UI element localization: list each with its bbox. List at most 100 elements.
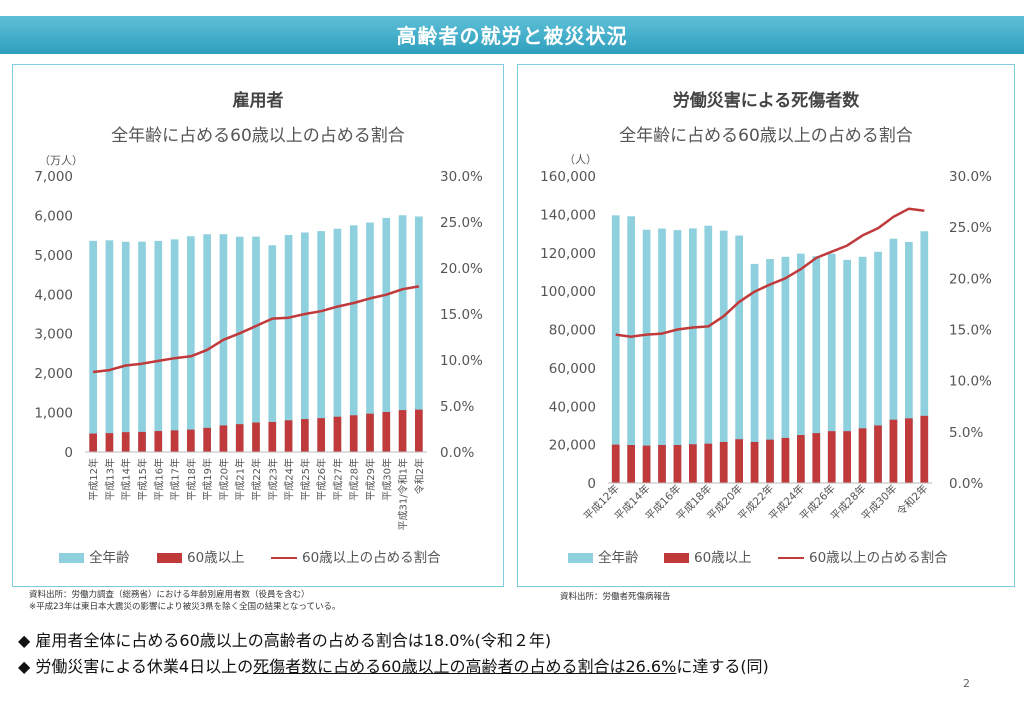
bar-total (366, 222, 374, 452)
y-left-tick-label: 160,000 (540, 169, 596, 185)
y-right-tick-label: 0.0% (949, 476, 983, 492)
bar-over60 (219, 425, 228, 452)
y-left-tick-label: 5,000 (34, 248, 73, 264)
y-left-tick-label: 140,000 (540, 207, 596, 223)
bullet-employees: ◆ 雇用者全体に占める60歳以上の高齢者の占める割合は18.0%(令和２年) (18, 628, 769, 654)
bar-over60 (766, 439, 774, 483)
legend-label-total: 全年齢 (89, 550, 130, 566)
bar-total (689, 228, 697, 483)
legend-item-over60: 60歳以上 (664, 546, 752, 566)
y-right-tick-label: 25.0% (949, 220, 992, 236)
bar-total (858, 256, 867, 483)
y-right-tick-label: 20.0% (949, 271, 992, 287)
bar-total (105, 240, 114, 452)
bar-over60 (89, 433, 97, 452)
bullet-emphasis: 死傷者数に占める60歳以上の高齢者の占める割合は26.6% (253, 657, 677, 676)
x-tick-label: 平成24年 (283, 458, 296, 501)
bar-over60 (889, 419, 898, 483)
bullet-text: に達する(同) (676, 657, 769, 676)
x-tick-label: 平成21年 (234, 458, 247, 501)
bar-over60 (284, 420, 293, 452)
bar-over60 (627, 445, 635, 483)
y-right-tick-label: 10.0% (440, 353, 483, 369)
bar-over60 (154, 431, 163, 452)
bar-total (704, 225, 713, 483)
y-right-tick-label: 5.0% (949, 425, 983, 441)
bar-over60 (252, 422, 260, 452)
legend-item-ratio: 60歳以上の占める割合 (778, 546, 948, 566)
y-left-tick-label: 40,000 (549, 399, 596, 415)
ratio-line (615, 207, 925, 338)
bullet-marker: ◆ (18, 657, 31, 676)
bar-total (920, 231, 929, 483)
x-tick-label: 平成13年 (103, 458, 116, 501)
bullet-marker: ◆ (18, 631, 31, 650)
y-right-tick-label: 15.0% (949, 323, 992, 339)
bar-over60 (827, 431, 836, 483)
employees-chart-panel: 雇用者 全年齢に占める60歳以上の占める割合 （万人） 0 1,000 2,000 3… (12, 64, 504, 587)
injuries-chart-subtitle: 全年齢に占める60歳以上の占める割合 (619, 126, 913, 146)
y-left-tick-label: 2,000 (34, 366, 73, 382)
y-left-tick-label: 0 (64, 445, 73, 461)
bullet-text: 労働災害による休業4日以上の (35, 657, 254, 676)
bar-over60 (268, 421, 277, 452)
x-tick-label: 平成28年 (348, 458, 361, 501)
x-tick-label: 平成12年 (87, 458, 100, 501)
bar-total (735, 235, 743, 483)
bar-total (611, 215, 620, 483)
legend-label-over60: 60歳以上 (187, 550, 245, 566)
legend-swatch-over60 (157, 553, 182, 563)
employees-chart-svg: 0 1,000 2,000 3,000 4,000 5,000 6,000 7,000 0.0%… (34, 169, 483, 530)
page-number: 2 (963, 677, 970, 690)
x-tick-label: 平成27年 (331, 458, 344, 501)
x-tick-label: 平成23年 (266, 458, 279, 501)
bar-over60 (673, 445, 682, 483)
bar-over60 (874, 425, 882, 483)
y-right-tick-label: 30.0% (440, 169, 483, 185)
y-right-tick-label: 30.0% (949, 169, 992, 185)
bar-total (203, 234, 211, 452)
bar-total (889, 238, 898, 483)
employees-axis-unit: （万人） (39, 154, 83, 167)
bar-total (797, 253, 805, 483)
bar-over60 (843, 431, 851, 483)
y-left-tick-label: 0 (587, 476, 596, 492)
x-tick-label: 令和2年 (894, 482, 930, 518)
injuries-chart-title: 労働災害による死傷者数 (672, 91, 860, 111)
bar-total (154, 240, 163, 452)
bar-total (627, 216, 635, 483)
y-left-tick-label: 120,000 (540, 246, 596, 262)
y-left-tick-label: 1,000 (34, 406, 73, 422)
bar-over60 (858, 428, 867, 483)
bar-total (398, 215, 407, 452)
bar-over60 (317, 418, 325, 452)
bar-total (284, 234, 293, 452)
x-tick-label: 平成26年 (315, 458, 328, 501)
x-tick-label: 平成17年 (169, 458, 182, 501)
bar-over60 (121, 432, 130, 452)
bullet-text: 雇用者全体に占める60歳以上の高齢者の占める割合は18.0%(令和２年) (35, 631, 552, 650)
legend-swatch-total (568, 553, 593, 563)
x-tick-label: 平成18年 (185, 458, 198, 501)
bar-total (905, 242, 913, 483)
bar-total (843, 259, 851, 483)
bar-over60 (658, 445, 666, 483)
y-left-tick-label: 7,000 (34, 169, 73, 185)
bar-over60 (735, 439, 743, 483)
bar-total (138, 241, 146, 452)
bar-total (812, 256, 821, 483)
ratio-line (92, 285, 420, 374)
legend-swatch-ratio (778, 556, 804, 560)
bar-total (349, 225, 358, 452)
summary-bullets: ◆ 雇用者全体に占める60歳以上の高齢者の占める割合は18.0%(令和２年) ◆… (18, 628, 769, 680)
y-right-tick-label: 10.0% (949, 374, 992, 390)
title-banner: 高齢者の就労と被災状況 (0, 16, 1024, 54)
bar-total (750, 263, 759, 483)
bar-total (268, 245, 277, 452)
legend-label-total: 全年齢 (598, 550, 639, 566)
bar-over60 (611, 444, 620, 483)
x-tick-label: 平成29年 (364, 458, 377, 501)
bar-over60 (366, 413, 374, 452)
bar-total (382, 217, 391, 452)
legend-item-over60: 60歳以上 (157, 546, 245, 566)
